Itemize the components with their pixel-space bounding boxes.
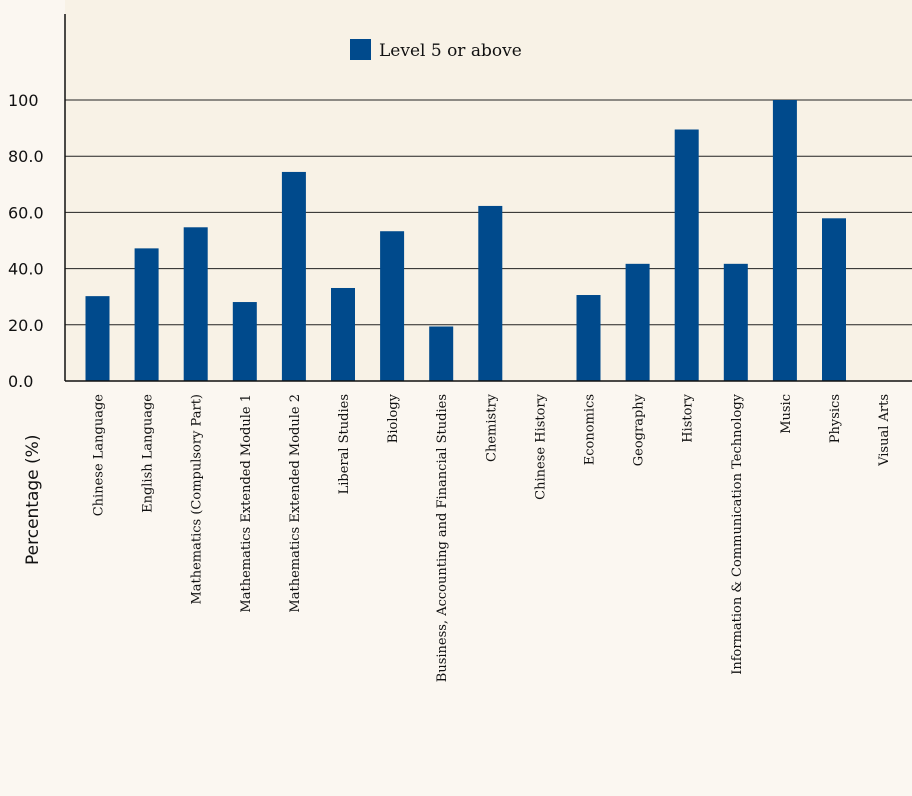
x-tick-label: Chinese Language <box>92 394 107 517</box>
bar <box>183 227 208 381</box>
x-tick-label: Visual Arts <box>877 394 892 467</box>
x-tick-label: Mathematics Extended Module 2 <box>288 394 303 613</box>
x-tick-label: Economics <box>583 394 598 465</box>
x-tick-label: Mathematics (Compulsory Part) <box>190 394 205 605</box>
x-tick-labels: Chinese Language English Language Mathemat… <box>92 393 893 682</box>
y-tick-label: 60.0 <box>8 203 44 222</box>
x-tick-label: English Language <box>141 394 156 513</box>
x-tick-label: Physics <box>828 394 843 443</box>
x-tick-label: Information & Communication Technology <box>730 393 745 674</box>
y-tick-labels: 0.0 20.0 40.0 60.0 80.0 100 <box>8 91 44 391</box>
y-tick-label: 40.0 <box>8 260 44 279</box>
legend: Level 5 or above <box>350 39 522 61</box>
x-tick-label: Biology <box>386 393 401 443</box>
bar <box>331 287 355 381</box>
bar <box>576 295 601 381</box>
bar <box>822 218 846 381</box>
y-tick-label: 100 <box>8 91 39 110</box>
bars <box>85 100 846 381</box>
x-tick-label: Music <box>779 394 794 434</box>
bar <box>134 248 159 381</box>
y-axis-label: Percentage (%) <box>23 435 43 565</box>
y-tick-label: 20.0 <box>8 316 44 335</box>
bar <box>772 100 797 381</box>
bar <box>478 205 503 381</box>
x-tick-label: Liberal Studies <box>337 394 352 494</box>
bar <box>380 231 405 381</box>
bar <box>674 129 699 381</box>
bar <box>232 302 257 381</box>
legend-label: Level 5 or above <box>379 41 522 61</box>
bar <box>281 171 306 381</box>
y-tick-label: 80.0 <box>8 147 44 166</box>
x-tick-label: Business, Accounting and Financial Studi… <box>435 394 450 682</box>
y-tick-label: 0.0 <box>8 372 33 391</box>
bar <box>625 263 650 381</box>
legend-swatch <box>350 39 371 60</box>
x-tick-label: Geography <box>632 393 647 466</box>
x-tick-label: Mathematics Extended Module 1 <box>239 394 254 613</box>
x-tick-label: Chemistry <box>484 393 499 462</box>
bar <box>429 326 454 381</box>
x-tick-label: History <box>681 393 696 442</box>
bar <box>85 296 110 381</box>
x-tick-label: Chinese History <box>533 393 548 499</box>
bar <box>723 263 748 381</box>
